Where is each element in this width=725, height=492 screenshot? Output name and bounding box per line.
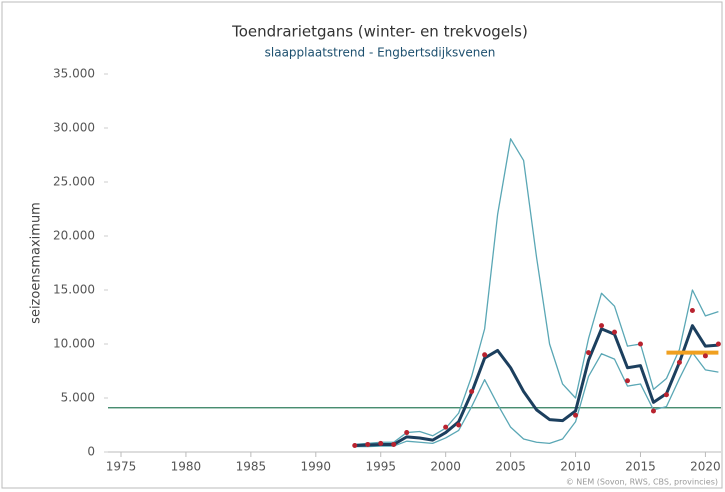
data-point <box>715 341 721 347</box>
chart-subtitle: slaapplaatstrend - Engbertsdijksvenen <box>265 46 496 60</box>
data-point <box>663 392 669 398</box>
data-point <box>443 424 449 430</box>
y-tick-label: 25.000 <box>53 175 95 189</box>
x-tick-label: 1995 <box>365 460 396 474</box>
x-tick-label: 2020 <box>690 460 721 474</box>
chart-title: Toendrarietgans (winter- en trekvogels) <box>231 23 528 41</box>
data-point <box>586 350 592 356</box>
data-point <box>482 352 488 358</box>
data-point <box>378 440 384 446</box>
x-tick-label: 2015 <box>625 460 656 474</box>
x-tick-label: 1985 <box>236 460 267 474</box>
series-line <box>354 324 719 448</box>
x-tick-label: 1975 <box>106 460 137 474</box>
x-tick-label: 1980 <box>171 460 202 474</box>
y-tick-label: 35.000 <box>53 67 95 81</box>
data-point <box>676 359 682 365</box>
data-point <box>689 308 695 314</box>
data-point <box>650 408 656 414</box>
data-point <box>573 412 579 418</box>
data-point <box>391 441 397 447</box>
data-point <box>469 389 475 395</box>
y-axis-label: seizoensmaximum <box>29 202 44 324</box>
x-tick-label: 2005 <box>495 460 526 474</box>
data-point <box>456 422 462 428</box>
y-tick-label: 30.000 <box>53 121 95 135</box>
data-point <box>404 430 410 436</box>
series-line <box>354 138 719 446</box>
y-tick-label: 0 <box>87 445 95 459</box>
data-point <box>352 443 358 449</box>
y-tick-label: 5.000 <box>61 391 95 405</box>
data-point <box>365 441 371 447</box>
y-tick-label: 15.000 <box>53 283 95 297</box>
x-tick-label: 2010 <box>560 460 591 474</box>
data-point <box>599 323 605 329</box>
credit: © NEM (Sovon, RWS, CBS, provincies) <box>566 478 718 487</box>
x-tick-label: 1990 <box>301 460 332 474</box>
data-point <box>612 329 618 335</box>
data-point <box>624 378 630 384</box>
y-tick-label: 10.000 <box>53 337 95 351</box>
data-point <box>637 341 643 347</box>
series-line <box>354 351 719 448</box>
x-tick-label: 2000 <box>430 460 461 474</box>
y-tick-label: 20.000 <box>53 229 95 243</box>
data-point <box>702 353 708 359</box>
